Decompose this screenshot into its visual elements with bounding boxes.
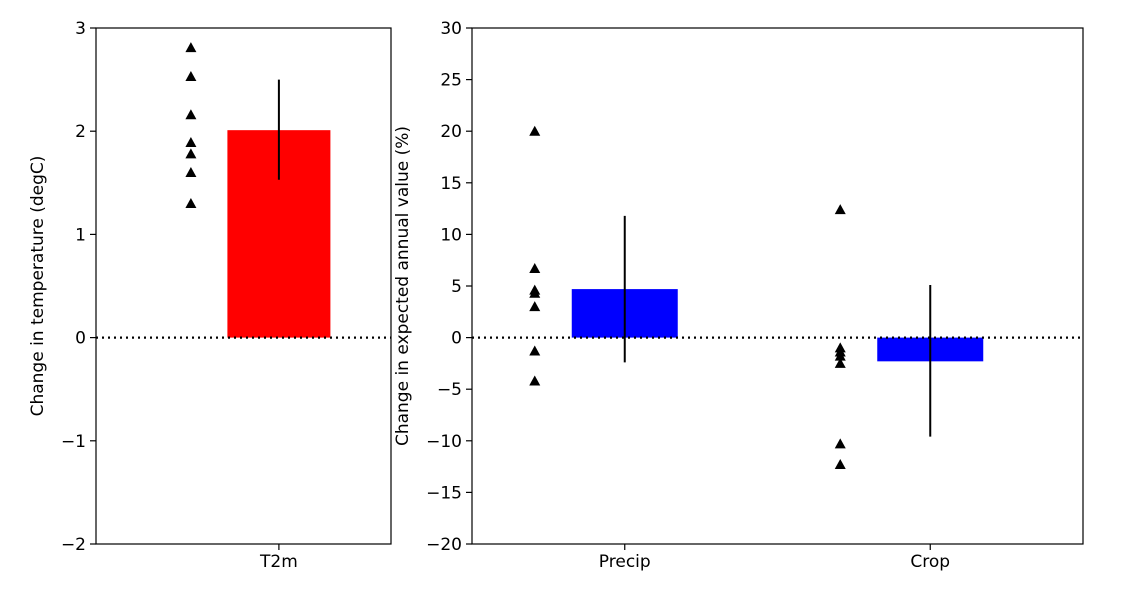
y-tick-label: 20	[440, 122, 462, 142]
y-tick-label: 0	[451, 329, 462, 349]
member-point	[185, 109, 197, 120]
y-tick-label: 25	[440, 71, 462, 91]
member-point	[529, 345, 541, 356]
member-point	[529, 262, 541, 273]
y-tick-label: −10	[426, 432, 462, 452]
y-tick-label: 1	[75, 225, 86, 245]
x-tick-label: Precip	[599, 552, 651, 572]
member-point	[834, 459, 846, 470]
y-axis-label: Change in expected annual value (%)	[393, 126, 413, 446]
y-tick-label: −15	[426, 483, 462, 503]
plot-frame	[471, 27, 1084, 545]
y-tick-label: −2	[61, 535, 86, 555]
y-tick-label: 10	[440, 225, 462, 245]
y-tick-label: 0	[75, 329, 86, 349]
member-point	[185, 166, 197, 177]
member-point	[185, 197, 197, 208]
member-point	[834, 350, 846, 361]
plot-frame	[95, 27, 392, 545]
member-point	[529, 301, 541, 312]
member-point	[529, 375, 541, 386]
member-point	[185, 137, 197, 148]
x-tick-label: T2m	[259, 552, 298, 572]
y-tick-label: 3	[75, 19, 86, 39]
member-point	[834, 357, 846, 368]
member-point	[529, 125, 541, 136]
member-point	[185, 148, 197, 159]
x-tick-label: Crop	[910, 552, 950, 572]
annual-value-panel: 30 25 20 15 10 5 0 −5 −10 −15 −20 Change in expecte…	[393, 19, 1084, 572]
y-axis-label: Change in temperature (degC)	[28, 156, 48, 417]
y-tick-label: 2	[75, 122, 86, 142]
y-tick-label: 5	[451, 277, 462, 297]
y-tick-label: −1	[61, 432, 86, 452]
y-tick-label: 15	[440, 174, 462, 194]
member-point	[834, 438, 846, 449]
member-point	[529, 287, 541, 298]
member-point	[185, 71, 197, 82]
temperature-panel: 3 2 1 0 −1 −2 Change in temperature (degC) T2m	[28, 19, 392, 572]
y-tick-label: −5	[437, 380, 462, 400]
y-tick-label: −20	[426, 535, 462, 555]
member-point	[834, 204, 846, 215]
member-point	[185, 42, 197, 53]
y-tick-label: 30	[440, 19, 462, 39]
